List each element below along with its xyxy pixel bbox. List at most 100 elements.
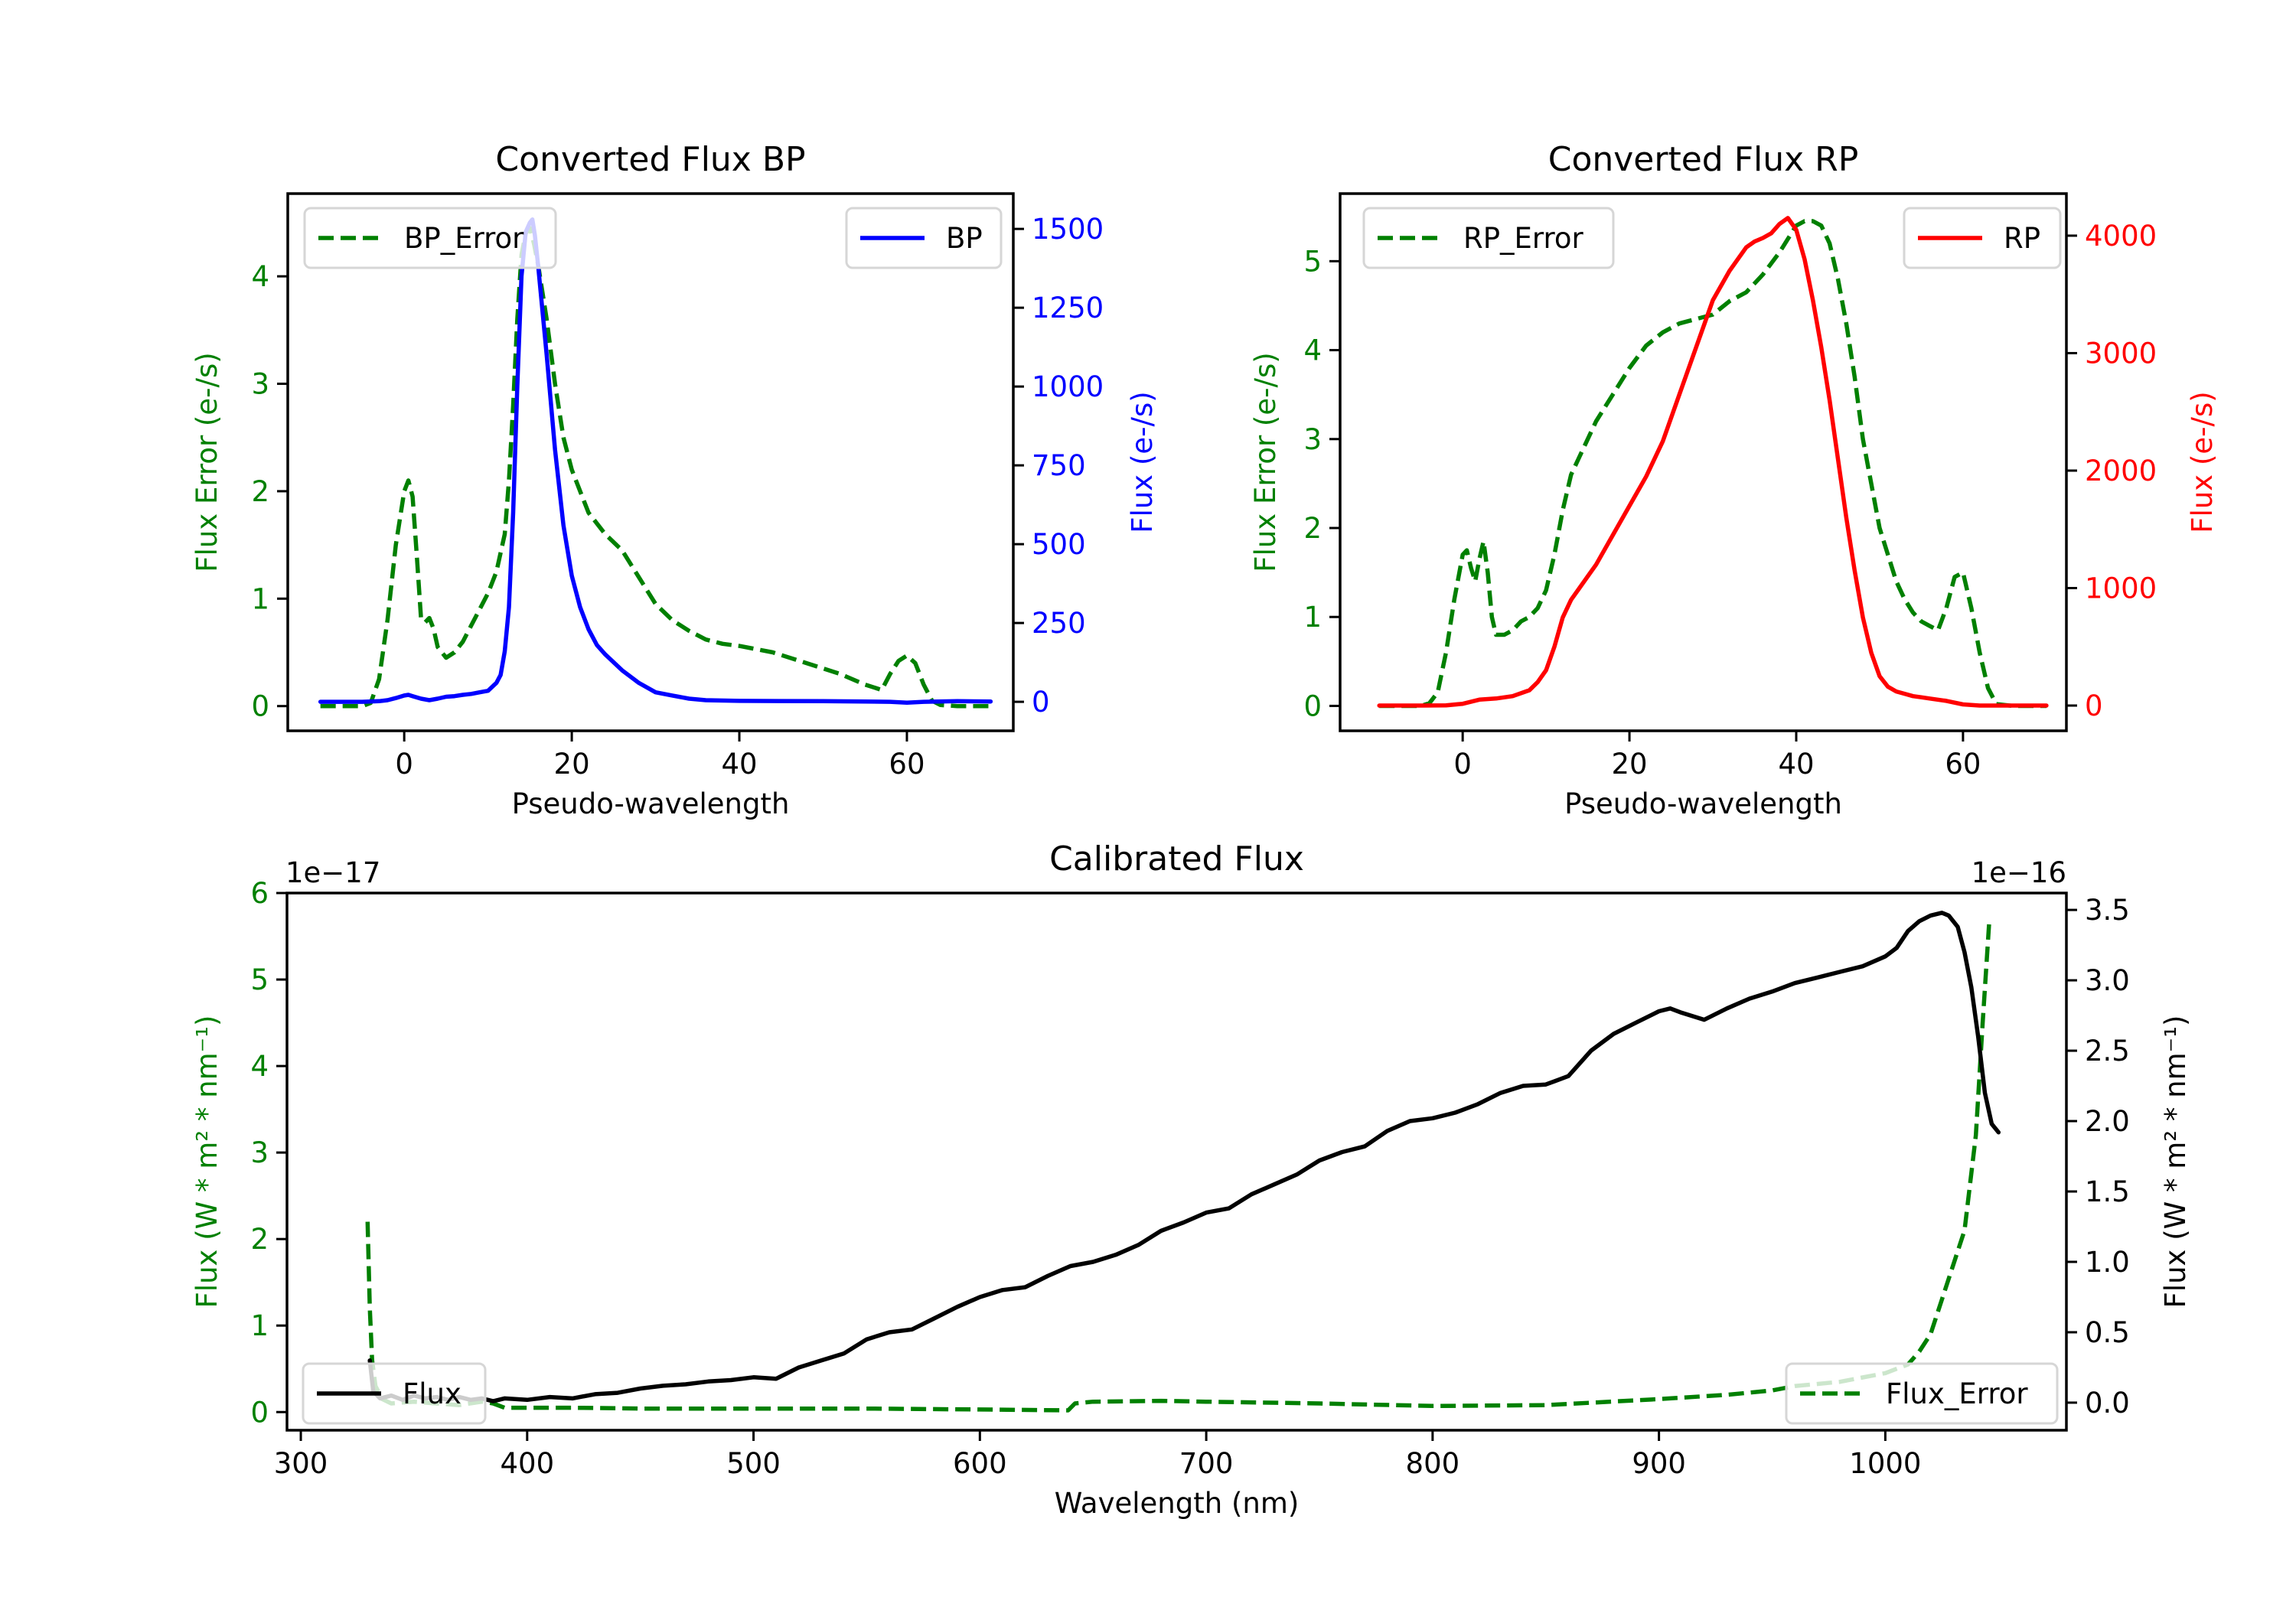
flux-error-legend: Flux_Error <box>1785 1362 2059 1425</box>
legend-box <box>1785 1362 2059 1425</box>
left-y-tick-label: 2 <box>1303 512 1322 545</box>
legend-box <box>1362 207 1615 269</box>
superscript: ² <box>191 1130 223 1142</box>
legend-box <box>303 207 557 269</box>
left-y-tick-label: 4 <box>1303 334 1322 367</box>
x-tick-label: 20 <box>554 748 590 781</box>
right-y-tick-label: 1.0 <box>2085 1246 2130 1279</box>
right-y-tick-label: 750 <box>1032 449 1086 482</box>
calibrated-left-y-axis-label: Flux (W * m² * nm⁻¹) <box>191 1015 223 1309</box>
x-tick-label: 60 <box>889 748 925 781</box>
bp-x-axis-label: Pseudo-wavelength <box>512 787 790 820</box>
right-y-tick-label: 0.0 <box>2085 1387 2130 1420</box>
x-tick-label: 600 <box>953 1447 1007 1480</box>
legend-label: RP <box>2004 222 2040 255</box>
left-y-tick-label: 1 <box>250 1309 269 1342</box>
left-y-tick-label: 5 <box>250 963 269 996</box>
left-y-tick-label: 2 <box>250 1223 269 1256</box>
right-y-tick-label: 2.0 <box>2085 1105 2130 1138</box>
right-y-tick-label: 3.5 <box>2085 894 2130 927</box>
calibrated-plot-area: 300 400 500 600 700 800 900 1000 0 1 2 3 4 5 6 0.0 0.5 1.… <box>250 877 2129 1480</box>
right-y-tick-label: 500 <box>1032 528 1086 561</box>
rp-x-axis-label: Pseudo-wavelength <box>1564 787 1842 820</box>
left-y-tick-label: 0 <box>251 690 269 723</box>
right-y-tick-label: 2000 <box>2085 455 2157 487</box>
left-y-tick-label: 6 <box>250 877 269 910</box>
right-y-tick-label: 1.5 <box>2085 1175 2130 1208</box>
left-y-tick-label: 3 <box>251 368 269 401</box>
right-y-tick-label: 0 <box>2085 689 2103 722</box>
legend-label: Flux <box>403 1377 461 1410</box>
bp-error-legend: BP_Error <box>303 207 557 269</box>
x-tick-label: 0 <box>1453 748 1472 781</box>
right-y-tick-label: 4000 <box>2085 220 2157 253</box>
superscript: ² <box>2159 1130 2192 1142</box>
x-tick-label: 700 <box>1179 1447 1234 1480</box>
x-tick-label: 60 <box>1945 748 1981 781</box>
left-y-tick-label: 4 <box>250 1050 269 1083</box>
right-y-tick-label: 3.0 <box>2085 964 2130 997</box>
superscript: ⁻¹ <box>191 1026 223 1052</box>
bp-chart-title: Converted Flux BP <box>495 140 805 179</box>
x-tick-label: 500 <box>726 1447 781 1480</box>
legend-label: BP <box>946 222 983 255</box>
label-part: * nm <box>191 1052 223 1130</box>
x-tick-label: 800 <box>1406 1447 1460 1480</box>
legend-label: Flux_Error <box>1886 1377 2028 1410</box>
left-y-tick-label: 5 <box>1303 245 1322 278</box>
series-rp-error <box>1379 219 2047 709</box>
calibrated-flux-chart: Calibrated Flux 1e−17 1e−16 300 400 500 600… <box>191 839 2192 1520</box>
right-y-tick-label: 3000 <box>2085 337 2157 370</box>
left-y-tick-label: 1 <box>251 582 269 615</box>
calibrated-right-y-axis-label: Flux (W * m² * nm⁻¹) <box>2159 1015 2192 1309</box>
right-y-tick-label: 2.5 <box>2085 1035 2130 1068</box>
bp-legend: BP <box>845 207 1003 269</box>
bp-chart: Converted Flux BP 0 20 40 60012340250500750… <box>191 140 1159 820</box>
rp-chart-title: Converted Flux RP <box>1548 140 1859 179</box>
flux-legend: Flux <box>302 1362 487 1425</box>
label-part: ) <box>2159 1015 2192 1026</box>
x-tick-label: 1000 <box>1849 1447 1921 1480</box>
x-tick-label: 400 <box>500 1447 554 1480</box>
x-tick-label: 40 <box>1778 748 1814 781</box>
calibrated-axes-frame <box>285 892 2068 1432</box>
right-y-tick-label: 1000 <box>1032 370 1104 403</box>
rp-series-group <box>1377 216 2049 709</box>
x-tick-label: 0 <box>395 748 413 781</box>
x-tick-label: 900 <box>1632 1447 1686 1480</box>
bp-right-y-axis-label: Flux (e-/s) <box>1126 391 1159 533</box>
legend-box <box>302 1362 487 1425</box>
right-y-tick-label: 1250 <box>1032 292 1104 324</box>
rp-chart: Converted Flux RP 0 20 40 60 0 1 2 3 4 5 0 1000 2000… <box>1249 140 2219 820</box>
series-rp <box>1377 216 2049 708</box>
label-part: * nm <box>2159 1052 2192 1130</box>
right-y-tick-label: 0.5 <box>2085 1316 2130 1349</box>
left-axis-offset-label: 1e−17 <box>285 856 380 889</box>
rp-left-y-axis-label: Flux Error (e-/s) <box>1249 352 1282 572</box>
x-tick-label: 40 <box>721 748 757 781</box>
rp-legend: RP <box>1903 207 2062 269</box>
left-y-tick-label: 1 <box>1303 601 1322 634</box>
left-y-tick-label: 3 <box>250 1136 269 1169</box>
left-y-tick-label: 2 <box>251 475 269 508</box>
x-tick-label: 20 <box>1612 748 1648 781</box>
right-y-tick-label: 1500 <box>1032 213 1104 246</box>
left-y-tick-label: 0 <box>250 1396 269 1429</box>
right-y-tick-label: 0 <box>1032 686 1050 719</box>
legend-label: RP_Error <box>1463 222 1583 255</box>
right-y-tick-label: 250 <box>1032 607 1086 640</box>
calibrated-x-axis-label: Wavelength (nm) <box>1055 1487 1300 1520</box>
rp-right-y-axis-label: Flux (e-/s) <box>2186 391 2219 533</box>
superscript: ⁻¹ <box>2159 1026 2192 1052</box>
left-y-tick-label: 4 <box>251 260 269 293</box>
calibrated-chart-title: Calibrated Flux <box>1049 839 1304 878</box>
label-part: Flux (W * m <box>191 1142 223 1309</box>
right-y-tick-label: 1000 <box>2085 572 2157 605</box>
rp-plot-area: 0 20 40 60 0 1 2 3 4 5 0 1000 2000 3000 4000 <box>1303 192 2157 781</box>
x-tick-label: 300 <box>274 1447 328 1480</box>
label-part: ) <box>191 1015 223 1026</box>
rp-error-legend: RP_Error <box>1362 207 1615 269</box>
bp-left-y-axis-label: Flux Error (e-/s) <box>191 352 223 572</box>
